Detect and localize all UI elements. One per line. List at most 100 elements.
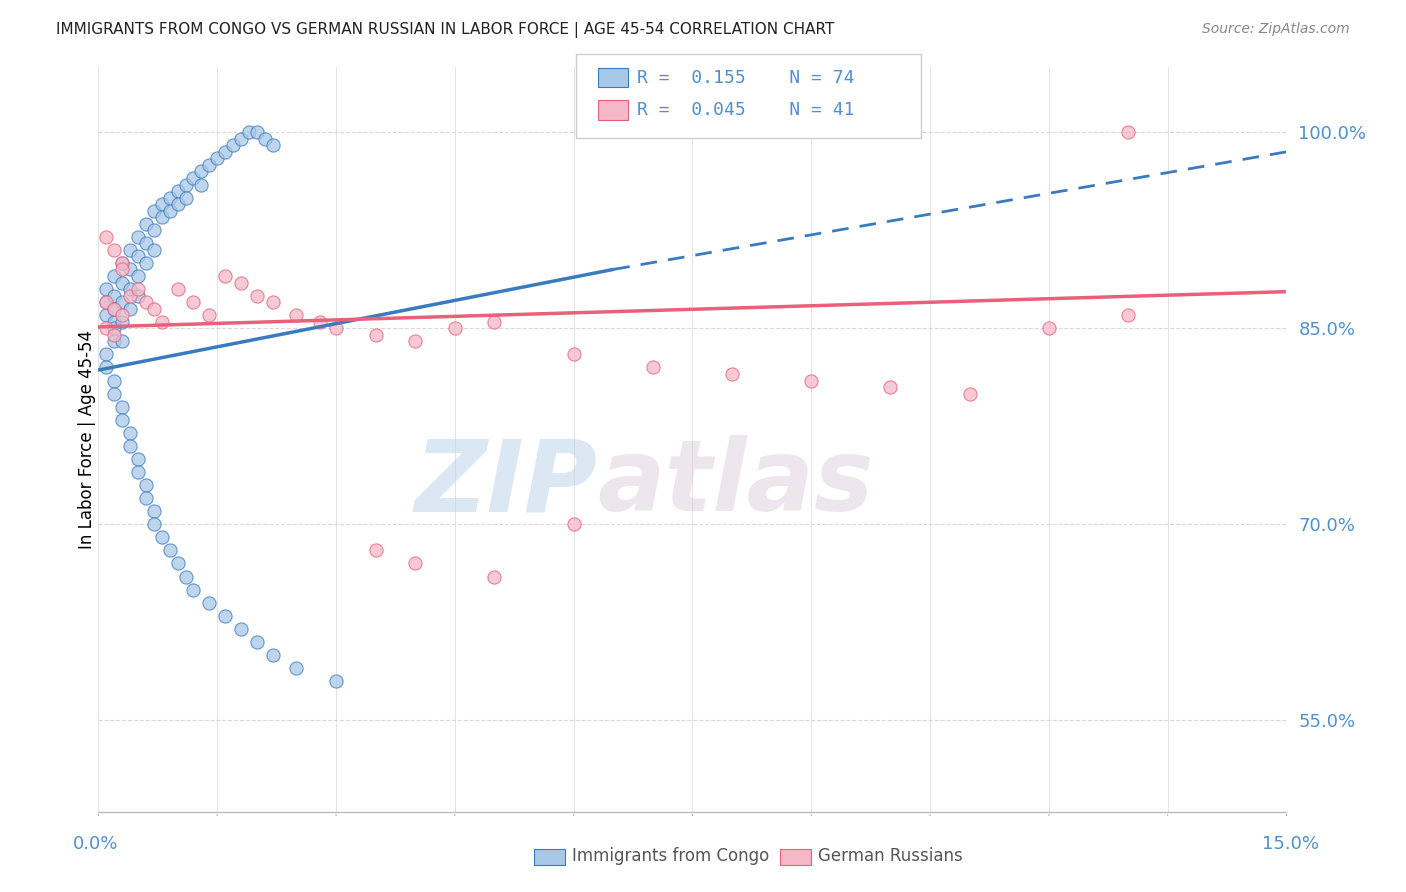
Point (364, 327, 387, 342)
Point (166, 282, 188, 296)
Point (111, 256, 134, 270)
Text: R =  0.045    N = 41: R = 0.045 N = 41 (637, 101, 855, 119)
Point (96, 308, 118, 322)
Point (262, 138, 284, 153)
Point (174, 569, 197, 583)
Point (1116, 125, 1139, 139)
Point (174, 178, 197, 192)
Text: ZIP: ZIP (415, 435, 598, 533)
Text: R =  0.155    N = 74: R = 0.155 N = 74 (637, 69, 855, 87)
Point (183, 582, 205, 597)
Point (325, 674, 347, 689)
Point (135, 236, 157, 251)
Point (135, 295, 157, 310)
Point (444, 321, 467, 335)
Point (246, 288, 269, 302)
Point (142, 517, 165, 532)
Point (484, 569, 506, 583)
Point (285, 661, 308, 675)
Point (120, 288, 142, 302)
Point (127, 282, 149, 296)
Point (198, 158, 221, 172)
Point (150, 197, 173, 211)
Point (190, 178, 212, 192)
Point (103, 268, 125, 283)
Text: 0.0%: 0.0% (73, 835, 118, 853)
Point (103, 301, 125, 316)
Point (120, 262, 142, 277)
Point (103, 301, 125, 316)
Text: 15.0%: 15.0% (1263, 835, 1319, 853)
Point (253, 132, 276, 146)
Point (150, 210, 173, 224)
Text: atlas: atlas (598, 435, 875, 533)
Point (246, 125, 269, 139)
Point (111, 315, 134, 329)
Point (174, 190, 197, 204)
Point (142, 301, 165, 316)
Point (120, 301, 142, 316)
Point (103, 334, 125, 349)
Point (562, 347, 585, 361)
Point (103, 374, 125, 388)
Point (959, 386, 981, 401)
Point (127, 249, 149, 263)
Point (111, 308, 134, 322)
Point (111, 400, 134, 414)
Point (96, 321, 118, 335)
Point (364, 543, 387, 558)
Y-axis label: In Labor Force | Age 45-54: In Labor Force | Age 45-54 (79, 330, 96, 549)
Point (166, 557, 188, 571)
Point (111, 334, 134, 349)
Point (404, 334, 426, 349)
Point (120, 439, 142, 453)
Point (562, 517, 585, 532)
Point (111, 262, 134, 277)
Point (111, 295, 134, 310)
Point (205, 152, 228, 166)
Text: Source: ZipAtlas.com: Source: ZipAtlas.com (1202, 22, 1350, 37)
Point (103, 288, 125, 302)
Point (214, 145, 236, 159)
Point (96, 229, 118, 244)
Point (103, 321, 125, 335)
Point (404, 557, 426, 571)
Point (142, 243, 165, 257)
Point (229, 132, 252, 146)
Point (183, 295, 205, 310)
Point (214, 608, 236, 623)
Point (120, 243, 142, 257)
Point (127, 288, 149, 302)
Point (96, 360, 118, 375)
Point (127, 229, 149, 244)
Point (166, 184, 188, 198)
Point (183, 171, 205, 186)
Point (325, 321, 347, 335)
Point (159, 190, 181, 204)
Point (127, 268, 149, 283)
Point (150, 530, 173, 544)
Point (96, 295, 118, 310)
Point (111, 256, 134, 270)
Point (229, 276, 252, 290)
Point (262, 295, 284, 310)
Point (484, 315, 506, 329)
Point (142, 223, 165, 237)
Text: German Russians: German Russians (818, 847, 963, 865)
Point (238, 125, 260, 139)
Point (96, 295, 118, 310)
Point (721, 367, 744, 381)
Point (120, 425, 142, 440)
Point (309, 315, 332, 329)
Point (222, 138, 245, 153)
Point (111, 413, 134, 427)
Point (127, 451, 149, 466)
Point (150, 315, 173, 329)
Point (103, 243, 125, 257)
Point (198, 596, 221, 610)
Point (285, 308, 308, 322)
Point (262, 648, 284, 662)
Point (1116, 308, 1139, 322)
Point (190, 164, 212, 178)
Point (135, 491, 157, 505)
